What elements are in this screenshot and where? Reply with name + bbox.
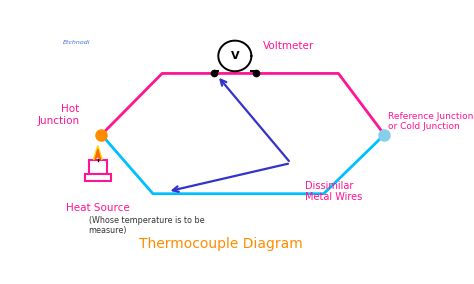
Polygon shape bbox=[93, 146, 102, 160]
Polygon shape bbox=[219, 41, 251, 71]
Text: V: V bbox=[230, 51, 239, 61]
Text: Thermocouple Diagram: Thermocouple Diagram bbox=[139, 237, 303, 251]
Text: Voltmeter: Voltmeter bbox=[263, 41, 314, 51]
Text: Reference Junction
or Cold Junction: Reference Junction or Cold Junction bbox=[388, 112, 474, 131]
FancyBboxPatch shape bbox=[85, 174, 110, 181]
Text: Heat Source: Heat Source bbox=[66, 203, 130, 213]
Text: (Whose temperature is to be
measure): (Whose temperature is to be measure) bbox=[89, 216, 204, 235]
Text: Dissimilar
Metal Wires: Dissimilar Metal Wires bbox=[305, 181, 363, 202]
Text: Hot
Junction: Hot Junction bbox=[37, 104, 80, 126]
FancyBboxPatch shape bbox=[89, 160, 107, 174]
Text: Etchnodi: Etchnodi bbox=[63, 39, 91, 45]
Polygon shape bbox=[95, 149, 100, 159]
